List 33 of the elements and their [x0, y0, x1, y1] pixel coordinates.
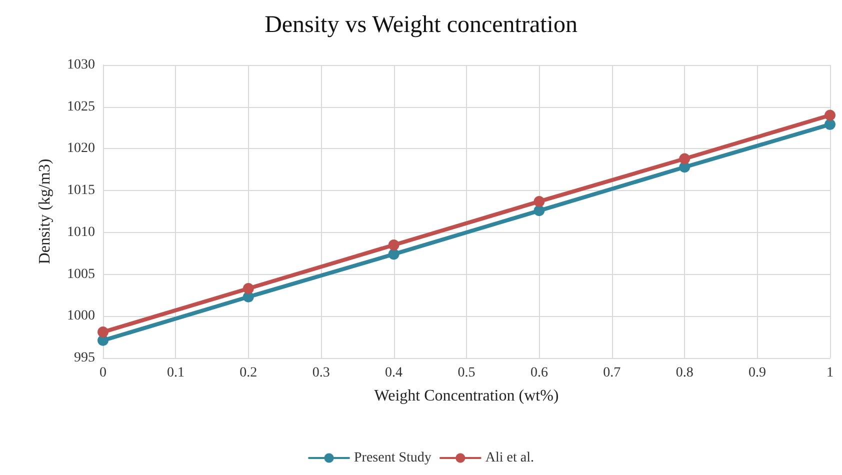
point	[388, 248, 400, 260]
x-tick-label: 0.3	[312, 366, 330, 380]
x-tick-label: 0.5	[458, 366, 476, 380]
x-tick-label: 0.9	[748, 366, 766, 380]
legend-label: Ali et al.	[485, 450, 534, 466]
y-tick-label: 1005	[67, 266, 95, 282]
point	[534, 205, 545, 216]
x-tick-label: 0.6	[530, 366, 548, 380]
x-tick-label: 0.2	[240, 366, 258, 380]
y-tick-label: 995	[74, 350, 95, 366]
point	[824, 110, 836, 121]
x-tick-label: 0.1	[166, 366, 184, 380]
point	[388, 239, 400, 250]
legend-label: Present Study	[354, 450, 432, 466]
point	[242, 283, 254, 294]
y-tick-label: 1020	[67, 141, 95, 156]
y-tick-label: 1015	[67, 183, 95, 198]
y-tick-label: 1010	[67, 224, 95, 240]
point	[824, 118, 836, 130]
point	[98, 326, 108, 338]
y-tick-label: 1000	[67, 308, 95, 324]
x-tick-label: 0.4	[385, 366, 403, 380]
point	[679, 153, 690, 164]
chart-title: Density vs Weight concentration	[264, 12, 578, 38]
y-tick-label: 1030	[67, 58, 95, 72]
x-axis-title: Weight Concentration (wt%)	[374, 388, 559, 404]
x-tick-label: 0.8	[676, 366, 694, 380]
x-tick-label: 0	[100, 366, 106, 380]
x-tick-label: 1	[826, 366, 834, 380]
y-tick-label: 1025	[67, 99, 95, 114]
x-tick-label: 0.7	[603, 366, 621, 380]
point	[534, 196, 545, 207]
y-axis-title: Density (kg/m3)	[36, 158, 54, 264]
